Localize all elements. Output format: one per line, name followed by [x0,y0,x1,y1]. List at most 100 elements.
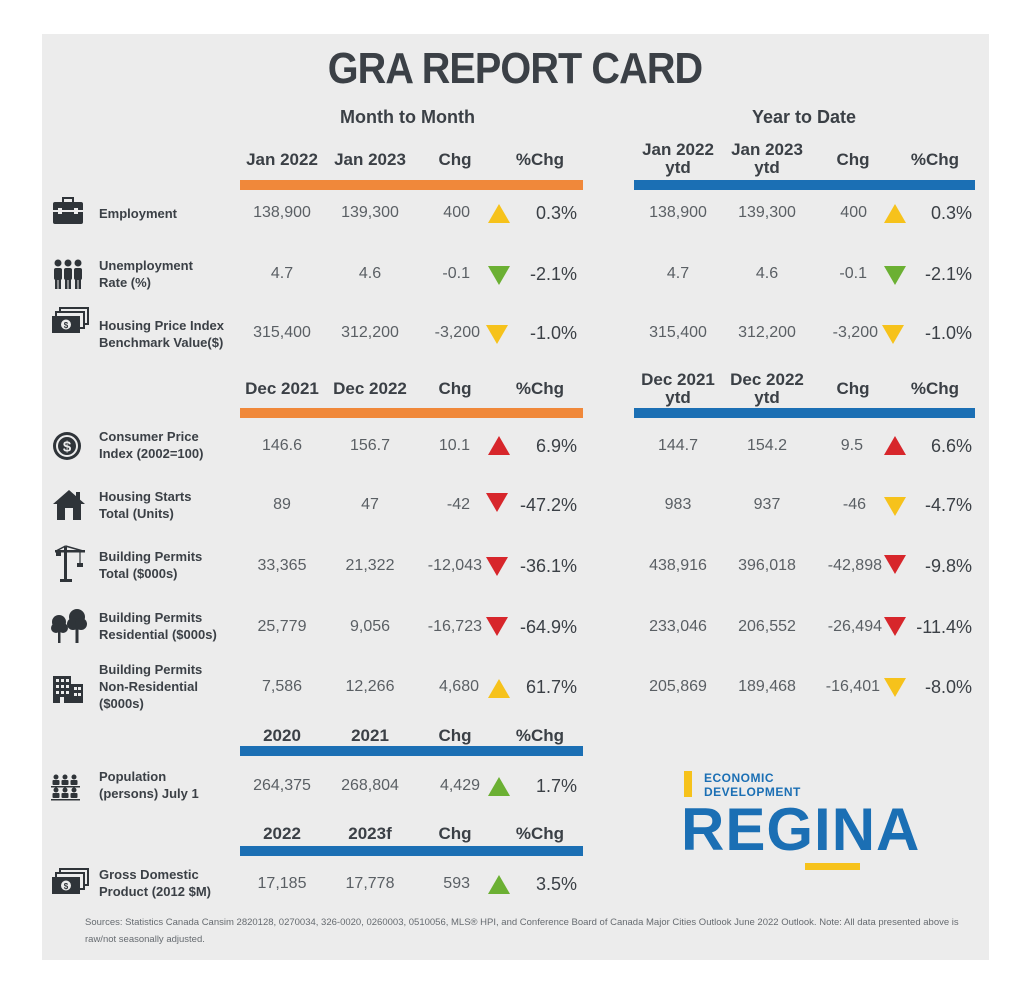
divider-bar [634,408,975,418]
cell: 4.7 [666,265,690,282]
up-arrow-icon [488,204,510,223]
cell: 156.7 [349,437,391,454]
up-arrow-icon [488,875,510,894]
cell: 9,056 [349,618,391,635]
col-header: Jan 2023 [334,150,406,169]
col-header: %Chg [910,379,960,398]
cell: 438,916 [649,557,707,574]
down-arrow-icon [486,493,508,512]
sources-note: Sources: Statistics Canada Cansim 282012… [85,917,959,945]
house-icon [53,490,85,520]
up-arrow-icon [884,436,906,455]
col-header: 2022 [263,824,301,843]
col-header: %Chg [910,150,960,169]
logo-accent [684,771,692,797]
cell: -0.1 [442,265,470,282]
cell: -12,043 [427,557,482,574]
up-arrow-icon [488,679,510,698]
col-header: Dec 2021 [245,379,319,398]
cell: 4.6 [755,265,779,282]
svg-text:$: $ [64,321,69,330]
down-arrow-icon [884,497,906,516]
col-header: Chg [438,379,472,398]
cell: 7,586 [261,678,303,695]
row-label: Housing Starts Total (Units) [99,489,192,521]
svg-text:$: $ [64,882,69,891]
section-month-to-month: Month to Month [340,107,475,127]
cell: 315,400 [649,324,707,341]
col-header: Dec 2022 [333,379,407,398]
up-arrow-icon [884,204,906,223]
cell: -64.9% [519,617,577,637]
down-arrow-icon [882,325,904,344]
col-header: %Chg [515,379,565,398]
down-arrow-icon [486,557,508,576]
up-arrow-icon [488,436,510,455]
cell: 400 [443,204,470,221]
cell: -0.1 [839,265,867,282]
cell: 0.3% [930,203,972,223]
col-header: Chg [438,150,472,169]
cell: 21,322 [345,557,395,574]
cell: 268,804 [341,777,399,794]
divider-bar [240,408,583,418]
cell: 10.1 [438,437,470,454]
briefcase-icon [53,197,83,224]
cell: 312,200 [341,324,399,341]
row-label: Employment [99,206,178,221]
col-header: Jan 2023 ytd [731,140,803,177]
down-arrow-icon [884,555,906,574]
down-arrow-icon [486,617,508,636]
col-header: Chg [438,726,472,745]
col-header: 2021 [351,726,389,745]
money-icon: $ [52,868,89,894]
logo-line: DEVELOPMENT [704,785,801,799]
col-header: 2020 [263,726,301,745]
cell: -47.2% [519,495,577,515]
cell: 1.7% [535,776,577,796]
down-arrow-icon [486,325,508,344]
cell: 146.6 [261,437,303,454]
cell: 4,680 [438,678,479,695]
up-arrow-icon [488,777,510,796]
building-icon [53,676,83,703]
cell: 937 [753,496,781,513]
divider-bar [240,746,583,756]
trees-icon [51,609,87,643]
col-header: Chg [836,379,870,398]
cell: 315,400 [253,324,311,341]
down-arrow-icon [884,678,906,697]
col-header: Dec 2022 ytd [730,370,804,407]
cell: 206,552 [738,618,796,635]
cell: 138,900 [649,204,707,221]
col-header: Jan 2022 ytd [642,140,714,177]
cell: 61.7% [525,677,577,697]
divider-bar [634,180,975,190]
cell: 139,300 [738,204,796,221]
down-arrow-icon [884,266,906,285]
row-label: Gross Domestic Product (2012 $M) [99,867,211,899]
logo-line: ECONOMIC [704,771,774,785]
row-label: Consumer Price Index (2002=100) [99,429,204,461]
row-label: Population (persons) July 1 [99,769,199,801]
cell: -1.0% [924,323,972,343]
cell: 0.3% [535,203,577,223]
cell: 139,300 [341,204,399,221]
cell: 9.5 [840,437,863,454]
cell: 6.6% [930,436,972,456]
cell: 312,200 [738,324,796,341]
cell: 264,375 [253,777,311,794]
cell: 983 [664,496,692,513]
cell: -4.7% [924,495,972,515]
cell: 12,266 [345,678,395,695]
cell: 17,778 [345,875,395,892]
cell: 25,779 [257,618,307,635]
cell: 138,900 [253,204,311,221]
money-icon: $ [52,307,89,333]
cell: -16,401 [825,678,880,695]
population-icon [51,774,80,801]
divider-bar [240,846,583,856]
cell: -2.1% [529,264,577,284]
cell: -9.8% [924,556,972,576]
cell: -11.4% [916,617,972,637]
